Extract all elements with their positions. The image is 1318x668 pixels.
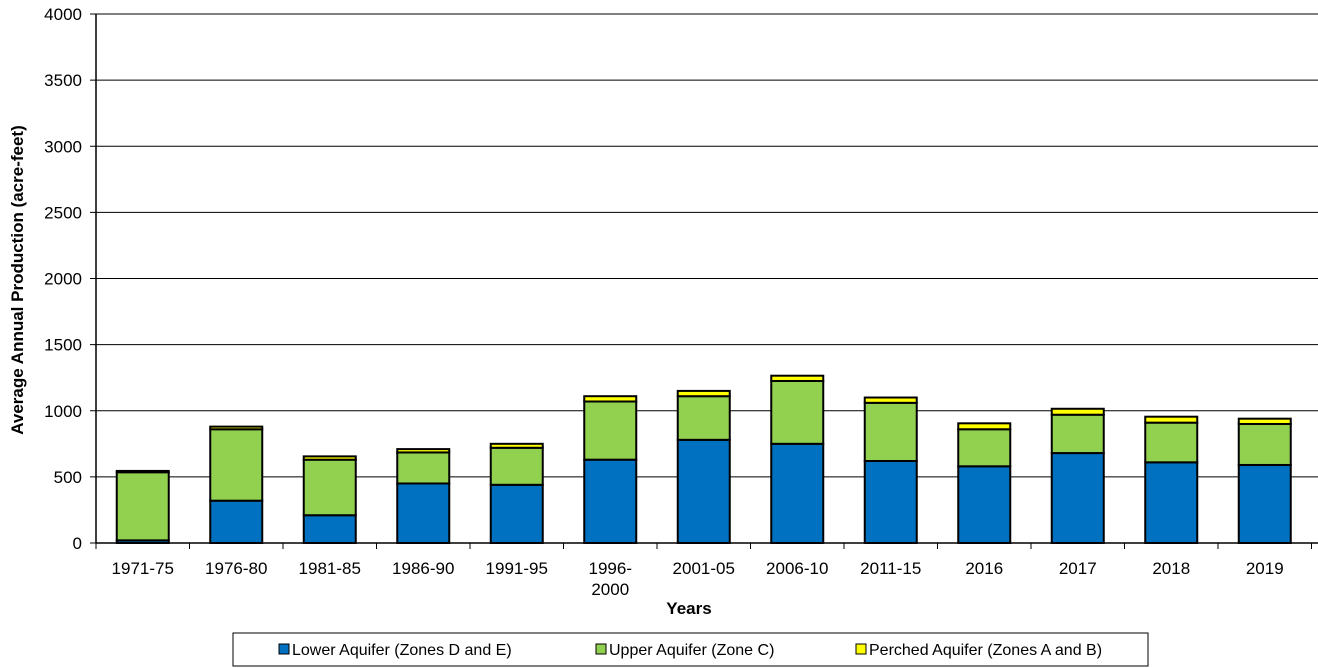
legend-label: Lower Aquifer (Zones D and E) [292, 642, 512, 659]
bar-segment-series-2 [1050, 413, 1105, 455]
bar-segment-series-3 [1144, 415, 1199, 424]
bar-segment-series-3 [863, 396, 918, 404]
bar-segment-series-1 [957, 465, 1012, 545]
y-tick-label: 3000 [44, 137, 82, 156]
x-tick-label: 2018 [1152, 559, 1190, 578]
bar-segment-series-1 [489, 483, 544, 544]
y-tick-label: 500 [54, 468, 82, 487]
x-tick-label: 1986-90 [392, 559, 454, 578]
bar-segment-series-2 [396, 451, 451, 485]
y-tick-label: 2500 [44, 203, 82, 222]
legend-label: Perched Aquifer (Zones A and B) [869, 642, 1102, 659]
bar-segment-series-1 [583, 458, 638, 544]
y-tick-label: 4000 [44, 5, 82, 24]
x-tick-label: 2016 [965, 559, 1003, 578]
x-tick-label: 1981-85 [299, 559, 361, 578]
bar-segment-series-3 [1237, 417, 1292, 425]
x-tick-label: 2017 [1059, 559, 1097, 578]
legend-box [232, 632, 1149, 667]
legend-swatch [855, 643, 867, 655]
bar-segment-series-1 [1144, 461, 1199, 545]
bar-segment-series-1 [209, 499, 264, 544]
legend: Lower Aquifer (Zones D and E) Upper Aquif… [232, 632, 1149, 667]
bar-segment-series-3 [396, 448, 451, 454]
bar-segment-series-1 [863, 460, 918, 545]
y-axis-title: Average Annual Production (acre-feet) [8, 125, 27, 435]
x-tick-label: 2001-05 [673, 559, 735, 578]
y-tick-label: 0 [73, 534, 82, 553]
bar-segment-series-2 [676, 395, 731, 441]
bars [115, 374, 1292, 545]
y-tick-labels: 0 500 1000 1500 2000 2500 3000 3500 4000 [44, 5, 82, 553]
bar-segment-series-2 [1144, 421, 1199, 464]
x-tick-labels: 1971-75 1976-80 1981-85 1986-90 1991-95 1996-… [112, 559, 1284, 599]
x-tick-label: 1976-80 [205, 559, 267, 578]
x-tick-label: 2011-15 [860, 559, 921, 578]
gridlines [96, 13, 1318, 478]
bar-segment-series-2 [583, 400, 638, 461]
axes [90, 13, 1318, 549]
bar-segment-series-2 [863, 401, 918, 463]
bar-segment-series-2 [770, 379, 825, 445]
y-tick-label: 1000 [44, 402, 82, 421]
bar-segment-series-3 [302, 455, 357, 461]
legend-label: Upper Aquifer (Zone C) [609, 642, 774, 659]
bar-segment-series-3 [489, 442, 544, 449]
bar-segment-series-3 [583, 395, 638, 403]
bar-segment-series-1 [1050, 452, 1105, 545]
bar-segment-series-2 [115, 471, 170, 542]
bar-segment-series-3 [1050, 407, 1105, 416]
bar-segment-series-1 [1237, 463, 1292, 544]
x-axis-title: Years [666, 599, 711, 618]
bar-segment-series-3 [957, 422, 1012, 431]
bar-segment-series-1 [302, 514, 357, 544]
x-tick-label: 1996-2000 [589, 559, 632, 599]
bar-segment-series-1 [770, 442, 825, 544]
bar-segment-series-3 [209, 425, 264, 431]
x-tick-label: 2006-10 [766, 559, 828, 578]
x-tick-label: 1991-95 [486, 559, 548, 578]
bar-segment-series-2 [957, 428, 1012, 468]
legend-swatch [595, 643, 607, 655]
bar-segment-series-3 [676, 389, 731, 398]
bar-segment-series-1 [396, 482, 451, 544]
bar-segment-series-2 [209, 428, 264, 502]
y-tick-label: 3500 [44, 71, 82, 90]
bar-segment-series-2 [302, 458, 357, 517]
bar-segment-series-2 [489, 446, 544, 486]
x-tick-label: 1971-75 [112, 559, 174, 578]
bar-segment-series-3 [770, 374, 825, 382]
y-tick-label: 2000 [44, 270, 82, 289]
bar-segment-series-2 [1237, 422, 1292, 466]
bar-segment-series-3 [115, 469, 170, 474]
x-tick-label: 2019 [1246, 559, 1284, 578]
y-tick-label: 1500 [44, 336, 82, 355]
bar-segment-series-1 [676, 438, 731, 544]
legend-swatch [278, 643, 290, 655]
